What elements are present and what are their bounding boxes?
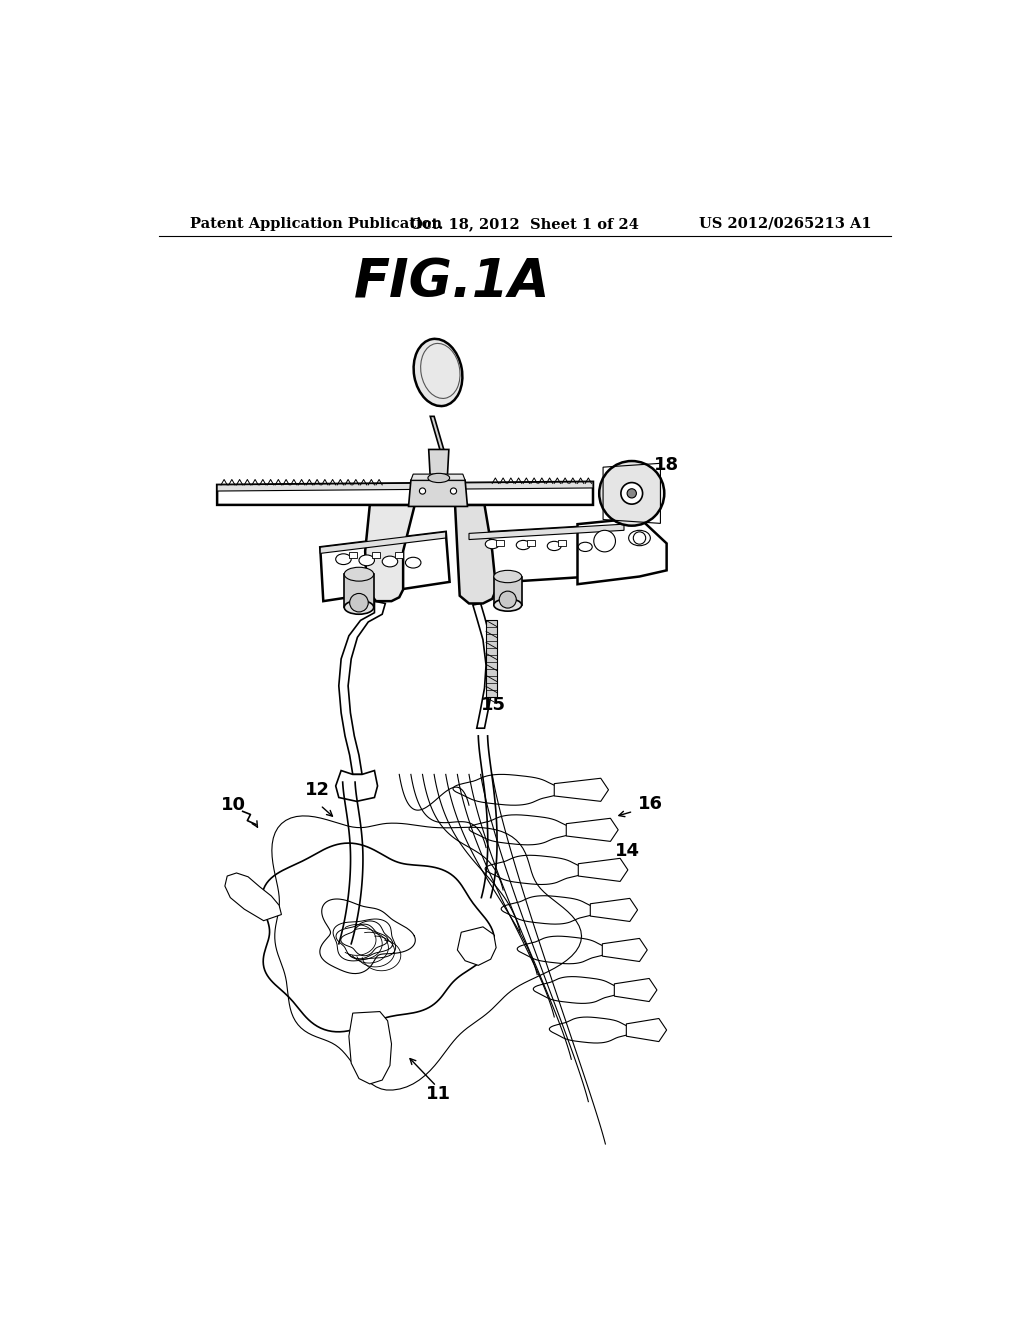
- Ellipse shape: [344, 568, 374, 581]
- Polygon shape: [473, 603, 494, 729]
- Polygon shape: [458, 927, 496, 965]
- Polygon shape: [496, 540, 504, 546]
- Polygon shape: [558, 540, 566, 546]
- Polygon shape: [579, 858, 628, 882]
- Circle shape: [420, 488, 426, 494]
- Polygon shape: [366, 506, 415, 601]
- Polygon shape: [336, 771, 378, 801]
- Text: 14: 14: [614, 842, 640, 861]
- Ellipse shape: [359, 554, 375, 566]
- Polygon shape: [395, 552, 403, 558]
- Text: 18: 18: [653, 455, 679, 474]
- Ellipse shape: [629, 531, 650, 545]
- Text: 15: 15: [480, 696, 506, 714]
- Polygon shape: [469, 524, 628, 585]
- Polygon shape: [494, 577, 521, 605]
- Ellipse shape: [428, 474, 450, 483]
- Polygon shape: [217, 482, 593, 506]
- Polygon shape: [217, 482, 593, 491]
- Polygon shape: [554, 779, 608, 801]
- Text: 12: 12: [305, 781, 330, 799]
- Polygon shape: [344, 574, 374, 607]
- Ellipse shape: [485, 540, 500, 549]
- Polygon shape: [372, 552, 380, 558]
- Polygon shape: [566, 818, 618, 841]
- Polygon shape: [321, 532, 450, 601]
- Polygon shape: [590, 899, 638, 921]
- Polygon shape: [321, 532, 445, 553]
- Circle shape: [621, 483, 643, 504]
- Ellipse shape: [382, 556, 397, 566]
- Text: 11: 11: [426, 1085, 451, 1104]
- Text: 10: 10: [221, 796, 246, 814]
- Polygon shape: [349, 1011, 391, 1084]
- Circle shape: [633, 532, 646, 544]
- Ellipse shape: [494, 599, 521, 611]
- Text: US 2012/0265213 A1: US 2012/0265213 A1: [699, 216, 872, 231]
- Text: FIG.1A: FIG.1A: [354, 256, 551, 309]
- Polygon shape: [627, 1019, 667, 1041]
- Polygon shape: [349, 552, 356, 558]
- Polygon shape: [602, 939, 647, 961]
- Polygon shape: [430, 416, 444, 451]
- Text: Patent Application Publication: Patent Application Publication: [190, 216, 442, 231]
- Text: Oct. 18, 2012  Sheet 1 of 24: Oct. 18, 2012 Sheet 1 of 24: [411, 216, 639, 231]
- Ellipse shape: [579, 543, 592, 552]
- Ellipse shape: [494, 570, 521, 582]
- Ellipse shape: [516, 540, 530, 549]
- Ellipse shape: [336, 554, 351, 565]
- Polygon shape: [527, 540, 535, 546]
- Circle shape: [627, 488, 636, 498]
- Ellipse shape: [406, 557, 421, 568]
- Polygon shape: [578, 517, 667, 585]
- Polygon shape: [409, 480, 467, 507]
- Polygon shape: [411, 474, 465, 480]
- Polygon shape: [429, 449, 449, 478]
- Polygon shape: [455, 506, 496, 603]
- Text: 16: 16: [638, 795, 663, 813]
- Circle shape: [599, 461, 665, 525]
- Circle shape: [594, 531, 615, 552]
- Circle shape: [451, 488, 457, 494]
- Ellipse shape: [414, 339, 463, 407]
- Polygon shape: [469, 524, 624, 540]
- Circle shape: [500, 591, 516, 609]
- Polygon shape: [614, 978, 657, 1002]
- Ellipse shape: [344, 601, 374, 614]
- Circle shape: [349, 594, 369, 612]
- Polygon shape: [339, 601, 385, 775]
- Polygon shape: [486, 620, 497, 697]
- Polygon shape: [225, 873, 282, 921]
- Ellipse shape: [547, 541, 561, 550]
